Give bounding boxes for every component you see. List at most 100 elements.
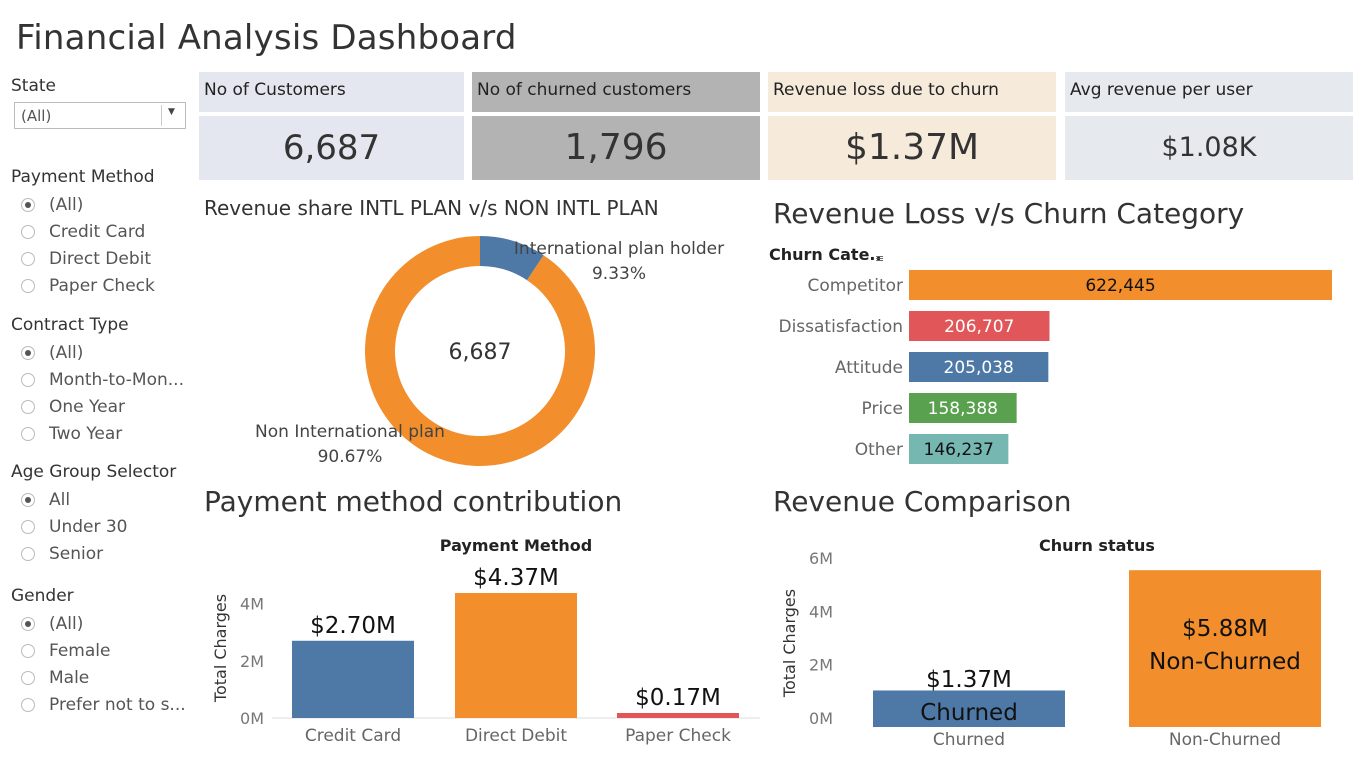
radio-button-icon[interactable] [21,493,35,507]
y-tick-label: 4M [240,595,264,614]
sort-icon[interactable]: ≡ [875,252,884,265]
radio-button-icon[interactable] [21,252,35,266]
donut-chart: 6,687 International plan holder 9.33% Non I… [255,236,724,467]
contract-type-option-label: Two Year [49,424,123,444]
churn-category-axis-label: Churn Cate.. [769,245,882,264]
age-group-filter-label: Age Group Selector [11,462,177,482]
age-group-option-label: Senior [49,544,104,564]
y-tick-label: 0M [240,709,264,728]
slice-label-name: Non International plan [255,422,445,442]
radio-button-icon[interactable] [21,617,35,631]
gender-filter-label: Gender [11,586,74,606]
churn-category-title: Revenue Loss v/s Churn Category [773,197,1245,230]
x-tick-label: Direct Debit [465,726,567,746]
slice-label-name: International plan holder [514,239,724,259]
bar-inner-label: Non-Churned [1149,649,1301,675]
kpi-customers-label: No of Customers [199,72,464,112]
payment-method-filter-label: Payment Method [11,167,155,187]
payment-method-title: Payment method contribution [204,485,623,518]
payment-method-chart: Payment Method Total Charges 0M 2M 4M $2.70M C… [211,536,760,746]
y-tick-label: 6M [809,549,833,568]
bar-paper-check[interactable] [617,713,739,718]
radio-button-icon[interactable] [21,671,35,685]
state-dropdown-value: (All) [21,107,52,125]
payment-method-ylabel: Total Charges [211,594,230,703]
gender-option-label: Prefer not to s... [49,695,186,715]
revenue-comparison-xlabel: Churn status [1039,536,1155,555]
radio-button-icon[interactable] [21,520,35,534]
kpi-churned-label: No of churned customers [472,72,760,112]
revenue-comparison-chart: Churn status Total Charges 0M 2M 4M 6M Churned… [780,536,1321,750]
category-label: Dissatisfaction [778,317,903,337]
payment-method-xlabel: Payment Method [440,536,592,555]
revenue-comparison-title: Revenue Comparison [773,485,1072,518]
bar-dissatisfaction[interactable] [909,311,1050,341]
churn-category-chart: Churn Cate..≡ Competitor 622,445 Dissatisfa… [769,245,1332,464]
y-tick-label: 2M [809,656,833,675]
contract-type-option-label: One Year [49,397,126,417]
donut-title: Revenue share INTL PLAN v/s NON INTL PLA… [204,196,659,220]
kpi-revenue-loss-value: $1.37M [768,116,1056,180]
x-tick-label: Non-Churned [1169,730,1281,750]
gender-option-label: Female [49,641,111,661]
category-label: Other [855,440,903,460]
radio-button-icon[interactable] [21,644,35,658]
contract-type-option-label: Month-to-Mon... [49,370,184,390]
y-tick-label: 0M [809,709,833,728]
kpi-churned-value: 1,796 [472,116,760,180]
category-label: Price [862,399,903,419]
revenue-comparison-ylabel: Total Charges [780,589,799,698]
donut-center-label: 6,687 [449,340,512,365]
state-filter-label: State [11,76,56,96]
payment-method-option-label: Direct Debit [49,249,152,269]
bar-value-label: $1.37M [926,667,1012,693]
radio-button-icon[interactable] [21,547,35,561]
radio-button-icon[interactable] [21,427,35,441]
x-tick-label: Paper Check [625,726,731,746]
radio-button-icon[interactable] [21,698,35,712]
bar-non-churned[interactable] [1129,570,1321,727]
bar-competitor[interactable] [909,270,1332,300]
category-label: Competitor [807,276,903,296]
bar-credit-card[interactable] [292,640,414,718]
bar-value-label: 146,237 [924,440,994,460]
radio-button-icon[interactable] [21,225,35,239]
x-tick-label: Credit Card [305,726,401,746]
dropdown-separator [161,105,162,126]
bar-value-label: $4.37M [473,565,559,591]
state-dropdown[interactable]: (All) ▼ [14,102,186,129]
bar-value-label: 206,707 [944,317,1014,337]
y-tick-label: 4M [809,602,833,621]
payment-method-option-label: (All) [49,195,84,215]
bar-value-label: 205,038 [944,358,1014,378]
kpi-arpu-value: $1.08K [1065,116,1353,180]
bar-direct-debit[interactable] [455,593,577,718]
donut-slice-0[interactable] [480,236,544,281]
radio-button-icon[interactable] [21,279,35,293]
kpi-customers-value: 6,687 [199,116,464,180]
bar-inner-label: Churned [920,700,1018,726]
bar-price[interactable] [909,393,1017,423]
chevron-down-icon[interactable]: ▼ [168,107,175,117]
bar-value-label: $2.70M [310,613,396,639]
bar-churned[interactable] [873,690,1065,727]
kpi-arpu-label: Avg revenue per user [1065,72,1353,112]
contract-type-filter-label: Contract Type [11,315,129,335]
payment-method-option-label: Credit Card [49,222,146,242]
category-label: Attitude [835,358,903,378]
radio-button-icon[interactable] [21,400,35,414]
radio-button-icon[interactable] [21,346,35,360]
kpi-revenue-loss-label: Revenue loss due to churn [768,72,1056,112]
payment-method-option-label: Paper Check [49,276,155,296]
x-tick-label: Churned [933,730,1005,750]
radio-button-icon[interactable] [21,198,35,212]
bar-other[interactable] [909,434,1009,464]
radio-button-icon[interactable] [21,373,35,387]
bar-value-label: $0.17M [635,685,721,711]
page-title: Financial Analysis Dashboard [16,18,517,58]
gender-option-label: (All) [49,614,84,634]
bar-attitude[interactable] [909,352,1049,382]
age-group-option-label: Under 30 [49,517,128,537]
y-tick-label: 2M [240,652,264,671]
gender-option-label: Male [49,668,90,688]
